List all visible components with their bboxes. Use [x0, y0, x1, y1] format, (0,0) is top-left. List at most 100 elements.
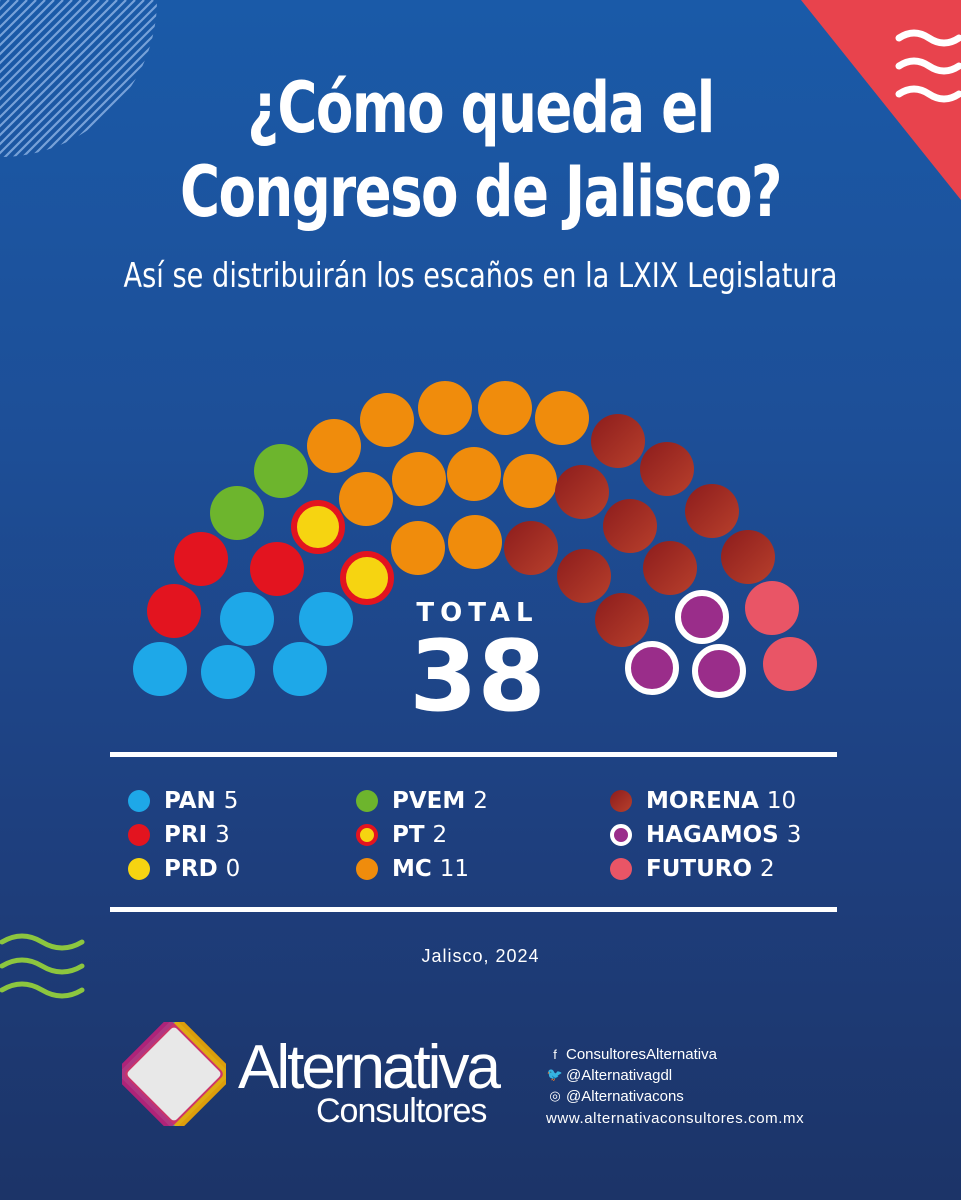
social-links: f ConsultoresAlternativa 🐦 @Alternativag…	[546, 1044, 805, 1128]
legend-item-prd: PRD 0	[128, 853, 240, 885]
legend-party-name: PAN	[164, 788, 216, 814]
facebook-icon: f	[553, 1046, 557, 1062]
page-subtitle: Así se distribuirán los escaños en la LX…	[123, 256, 838, 296]
legend-item-pri: PRI 3	[128, 819, 230, 851]
prd-dot-icon	[128, 858, 150, 880]
legend-item-mc: MC 11	[356, 853, 469, 885]
title-line-2: Congreso de Jalisco?	[179, 151, 783, 233]
place-date: Jalisco, 2024	[421, 946, 540, 966]
mc-dot-icon	[356, 858, 378, 880]
seat-mc	[391, 521, 445, 575]
legend-seat-count: 11	[439, 856, 470, 882]
seat-mc	[418, 381, 472, 435]
legend-party-name: MORENA	[646, 788, 759, 814]
facebook-handle: ConsultoresAlternativa	[566, 1045, 717, 1063]
website-link[interactable]: www.alternativaconsultores.com.mx	[546, 1110, 805, 1127]
legend-party-name: HAGAMOS	[646, 822, 779, 848]
divider-bottom	[110, 907, 837, 912]
divider-top	[110, 752, 837, 757]
legend-seat-count: 10	[766, 788, 797, 814]
seat-pri	[147, 584, 201, 638]
seat-hagamos	[692, 644, 746, 698]
legend-party-name: PRI	[164, 822, 208, 848]
seat-hagamos	[675, 590, 729, 644]
seat-pt	[291, 500, 345, 554]
title-line-1: ¿Cómo queda el	[247, 67, 715, 149]
seat-pvem	[210, 486, 264, 540]
seat-mc	[478, 381, 532, 435]
seat-mc	[447, 447, 501, 501]
legend-seat-count: 2	[473, 788, 488, 814]
seat-mc	[503, 454, 557, 508]
legend: PAN 5 PRI 3 PRD 0 PVEM 2 PT 2 MC 11 MORE…	[128, 785, 848, 895]
seat-mc	[448, 515, 502, 569]
pan-dot-icon	[128, 790, 150, 812]
seat-morena	[557, 549, 611, 603]
seat-mc	[535, 391, 589, 445]
page-title: ¿Cómo queda el Congreso de Jalisco?	[106, 66, 856, 234]
seat-morena	[591, 414, 645, 468]
seat-mc	[360, 393, 414, 447]
seat-morena	[721, 530, 775, 584]
parliament-chart	[133, 381, 817, 699]
legend-item-futuro: FUTURO 2	[610, 853, 775, 885]
pvem-dot-icon	[356, 790, 378, 812]
seat-mc	[307, 419, 361, 473]
seat-pan	[299, 592, 353, 646]
seat-morena	[643, 541, 697, 595]
futuro-dot-icon	[610, 858, 632, 880]
legend-party-name: MC	[392, 856, 432, 882]
legend-party-name: PVEM	[392, 788, 466, 814]
legend-party-name: PRD	[164, 856, 218, 882]
seat-morena	[640, 442, 694, 496]
seat-morena	[555, 465, 609, 519]
seat-morena	[595, 593, 649, 647]
seat-pvem	[254, 444, 308, 498]
total-value: 38	[409, 620, 546, 734]
green-waves-decoration	[0, 933, 85, 999]
seat-futuro	[745, 581, 799, 635]
legend-seat-count: 3	[786, 822, 802, 848]
brand-tagline: Consultores	[316, 1092, 487, 1130]
legend-party-name: FUTURO	[646, 856, 753, 882]
legend-item-pt: PT 2	[356, 819, 447, 851]
facebook-link[interactable]: f ConsultoresAlternativa	[546, 1044, 804, 1064]
twitter-handle: @Alternativagdl	[566, 1066, 673, 1084]
legend-seat-count: 2	[432, 822, 448, 848]
legend-party-name: PT	[392, 822, 425, 848]
seat-pan	[133, 642, 187, 696]
seat-pan	[201, 645, 255, 699]
seat-mc	[339, 472, 393, 526]
twitter-link[interactable]: 🐦 @Alternativagdl	[546, 1065, 804, 1085]
seat-pan	[220, 592, 274, 646]
corner-accent-decoration	[801, 0, 961, 200]
legend-item-morena: MORENA 10	[610, 785, 796, 817]
pri-dot-icon	[128, 824, 150, 846]
legend-seat-count: 3	[215, 822, 230, 848]
seat-pri	[174, 532, 228, 586]
legend-item-pvem: PVEM 2	[356, 785, 488, 817]
instagram-handle: @Alternativacons	[566, 1087, 684, 1105]
seat-pt	[340, 551, 394, 605]
pt-dot-icon	[356, 824, 378, 846]
brand-name: Alternativa	[238, 1033, 501, 1102]
seat-mc	[392, 452, 446, 506]
legend-seat-count: 0	[225, 856, 241, 882]
legend-seat-count: 5	[223, 788, 239, 814]
instagram-link[interactable]: ◎ @Alternativacons	[546, 1086, 804, 1106]
total-label: TOTAL	[416, 598, 539, 628]
alternativa-logo-icon	[122, 1022, 226, 1126]
morena-dot-icon	[610, 790, 632, 812]
stripes-decoration	[0, 0, 157, 157]
seat-pan	[273, 642, 327, 696]
seat-pri	[250, 542, 304, 596]
legend-seat-count: 2	[760, 856, 775, 882]
seat-futuro	[763, 637, 817, 691]
seat-morena	[603, 499, 657, 553]
twitter-icon: 🐦	[546, 1067, 564, 1082]
seat-morena	[685, 484, 739, 538]
legend-item-hagamos: HAGAMOS 3	[610, 819, 801, 851]
legend-item-pan: PAN 5	[128, 785, 238, 817]
seat-morena	[504, 521, 558, 575]
seat-hagamos	[625, 641, 679, 695]
